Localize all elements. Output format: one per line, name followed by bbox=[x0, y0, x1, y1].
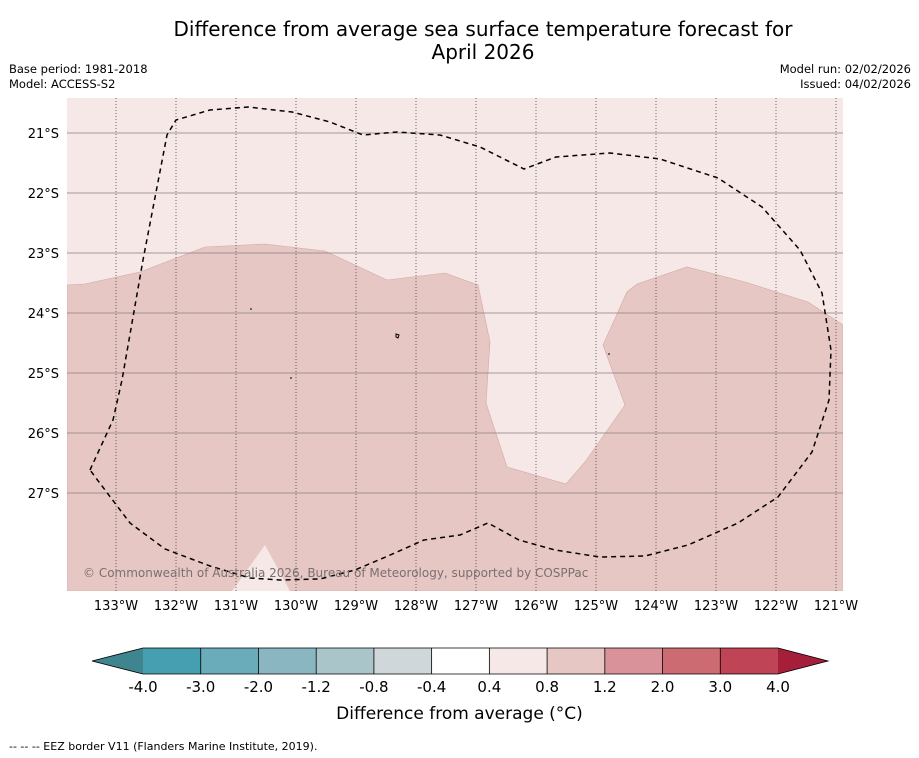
lon-label: 127°W bbox=[454, 599, 498, 614]
lon-label: 133°W bbox=[94, 599, 138, 614]
colorbar-tick-label: -1.2 bbox=[302, 678, 331, 696]
colorbar-extend-low bbox=[92, 648, 143, 674]
colorbar bbox=[91, 647, 830, 675]
lat-label: 27°S bbox=[28, 487, 59, 502]
map-title: Difference from average sea surface temp… bbox=[0, 18, 919, 64]
colorbar-tick-label: 4.0 bbox=[766, 678, 790, 696]
lon-label: 132°W bbox=[154, 599, 198, 614]
colorbar-tick-label: 3.0 bbox=[708, 678, 732, 696]
eez-border bbox=[89, 106, 832, 581]
lat-label: 23°S bbox=[28, 247, 59, 262]
copyright-notice: © Commonwealth of Australia 2026, Bureau… bbox=[83, 566, 588, 580]
lon-label: 121°W bbox=[814, 599, 858, 614]
anomaly-region-high bbox=[67, 243, 843, 591]
lon-label: 131°W bbox=[214, 599, 258, 614]
colorbar-tick-label: -3.0 bbox=[186, 678, 215, 696]
colorbar-segment bbox=[258, 648, 317, 674]
colorbar-extend-high bbox=[778, 648, 828, 674]
map-title-line1: Difference from average sea surface temp… bbox=[173, 17, 793, 41]
lon-label: 126°W bbox=[514, 599, 558, 614]
colorbar-segment bbox=[143, 648, 202, 674]
map-area bbox=[67, 98, 843, 591]
colorbar-title: Difference from average (°C) bbox=[336, 704, 583, 724]
colorbar-tick-labels: -4.0 -3.0 -2.0 -1.2 -0.8 -0.4 0.4 0.8 1.2 2.0 3.0 4… bbox=[128, 678, 790, 696]
model-name: Model: ACCESS-S2 bbox=[9, 77, 116, 91]
lat-label: 22°S bbox=[28, 187, 59, 202]
base-period: Base period: 1981-2018 bbox=[9, 62, 148, 76]
colorbar-segment bbox=[316, 648, 375, 674]
colorbar-segment bbox=[200, 648, 259, 674]
colorbar-tick-label: -2.0 bbox=[244, 678, 273, 696]
colorbar-tick-label: 1.2 bbox=[593, 678, 617, 696]
meta-right: Model run: 02/02/2026 Issued: 04/02/2026 bbox=[780, 62, 911, 92]
lat-gridlines bbox=[67, 132, 843, 494]
lon-label: 128°W bbox=[394, 599, 438, 614]
lat-label: 24°S bbox=[28, 307, 59, 322]
colorbar-tick-label: -0.8 bbox=[359, 678, 388, 696]
colorbar-tick-label: -0.4 bbox=[417, 678, 446, 696]
lon-gridlines bbox=[115, 98, 837, 591]
eez-footnote: -- -- -- EEZ border V11 (Flanders Marine… bbox=[9, 740, 318, 753]
lat-axis-labels: 21°S 22°S 23°S 24°S 25°S 26°S 27°S bbox=[28, 127, 59, 502]
colorbar-segment bbox=[547, 648, 606, 674]
colorbar-segment bbox=[662, 648, 721, 674]
colorbar-segment bbox=[431, 648, 490, 674]
lat-label: 25°S bbox=[28, 367, 59, 382]
colorbar-segment bbox=[489, 648, 548, 674]
lat-label: 26°S bbox=[28, 427, 59, 442]
colorbar-tick-label: 0.4 bbox=[477, 678, 501, 696]
lon-label: 122°W bbox=[754, 599, 798, 614]
lon-label: 125°W bbox=[574, 599, 618, 614]
colorbar-outline bbox=[91, 647, 830, 675]
issued-date: Issued: 04/02/2026 bbox=[800, 77, 911, 91]
lon-label: 129°W bbox=[334, 599, 378, 614]
lon-label: 130°W bbox=[274, 599, 318, 614]
colorbar-segment bbox=[604, 648, 664, 674]
lon-axis-labels: 133°W 132°W 131°W 130°W 129°W 128°W 127°… bbox=[94, 599, 858, 614]
lon-label: 123°W bbox=[694, 599, 738, 614]
colorbar-segment bbox=[720, 648, 779, 674]
lon-label: 124°W bbox=[634, 599, 678, 614]
map-title-line2: April 2026 bbox=[431, 40, 535, 64]
lat-label: 21°S bbox=[28, 127, 59, 142]
anomaly-island-patch bbox=[232, 545, 290, 591]
colorbar-segment bbox=[373, 648, 433, 674]
small-islands bbox=[250, 308, 610, 379]
colorbar-tick-label: 0.8 bbox=[535, 678, 559, 696]
colorbar-tick-label: 2.0 bbox=[651, 678, 675, 696]
colorbar-tick-label: -4.0 bbox=[128, 678, 157, 696]
meta-left: Base period: 1981-2018 Model: ACCESS-S2 bbox=[9, 62, 148, 92]
model-run: Model run: 02/02/2026 bbox=[779, 62, 911, 76]
